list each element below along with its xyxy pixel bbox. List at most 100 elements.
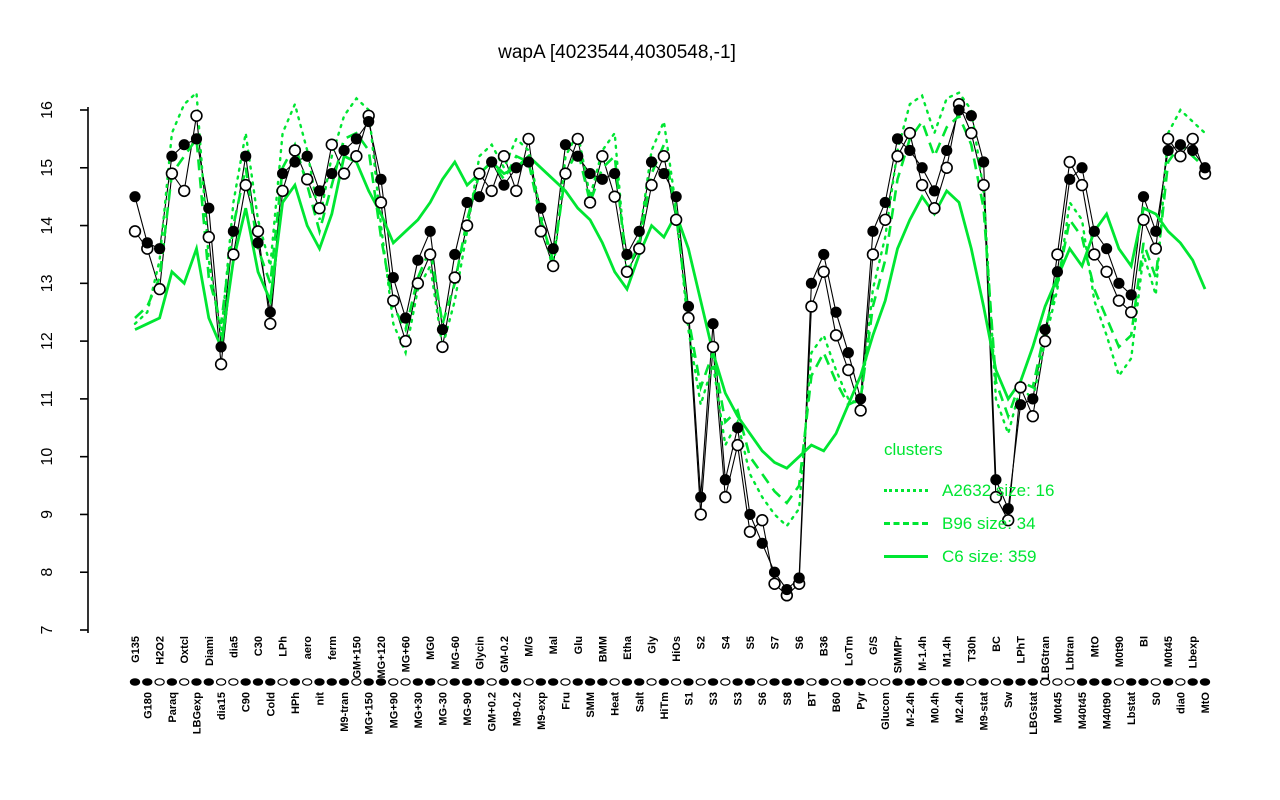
svg-text:MG+30: MG+30: [413, 692, 425, 728]
svg-text:7: 7: [39, 625, 56, 634]
svg-text:Lbexp: Lbexp: [1188, 636, 1200, 669]
svg-text:M9-tran: M9-tran: [339, 692, 351, 732]
svg-text:Pyr: Pyr: [856, 691, 868, 709]
dashed-line-swatch: [884, 522, 928, 525]
svg-text:G135: G135: [130, 636, 142, 663]
svg-text:M0t45: M0t45: [1052, 692, 1064, 723]
svg-text:12: 12: [39, 332, 56, 350]
legend-item-label: C6 size: 359: [942, 546, 1037, 566]
svg-text:T30h: T30h: [966, 636, 978, 662]
svg-text:MG0: MG0: [425, 636, 437, 660]
svg-text:S1: S1: [683, 692, 695, 705]
svg-text:8: 8: [39, 568, 56, 577]
svg-text:dia0: dia0: [1175, 692, 1187, 714]
svg-text:HiOs: HiOs: [671, 636, 683, 662]
svg-text:Mal: Mal: [548, 636, 560, 654]
svg-text:M0t45: M0t45: [1163, 636, 1175, 667]
svg-text:Oxtcl: Oxtcl: [179, 636, 191, 664]
svg-text:M40t90: M40t90: [1102, 692, 1114, 729]
svg-text:Paraq: Paraq: [167, 692, 179, 723]
svg-text:C90: C90: [241, 692, 253, 712]
svg-text:MG+150: MG+150: [364, 692, 376, 735]
svg-text:S3: S3: [708, 692, 720, 705]
svg-text:M0.4h: M0.4h: [929, 692, 941, 723]
svg-text:M0t90: M0t90: [1114, 636, 1126, 667]
legend-title: clusters: [884, 440, 943, 459]
svg-text:S2: S2: [696, 636, 708, 649]
legend-item-c6: C6 size: 359: [884, 540, 1054, 573]
svg-text:HiTm: HiTm: [659, 692, 671, 720]
svg-text:S3: S3: [733, 692, 745, 705]
svg-text:M1.4h: M1.4h: [942, 636, 954, 667]
svg-text:MG+60: MG+60: [401, 636, 413, 672]
svg-text:S6: S6: [794, 636, 806, 649]
svg-text:ferm: ferm: [327, 636, 339, 660]
svg-text:BC: BC: [991, 636, 1003, 652]
svg-text:15: 15: [39, 159, 56, 177]
svg-text:dia5: dia5: [228, 636, 240, 658]
svg-text:S0: S0: [1151, 692, 1163, 705]
legend-item-label: A2632 size: 16: [942, 480, 1055, 500]
svg-text:SMMPr: SMMPr: [893, 635, 905, 673]
svg-text:H2O2: H2O2: [155, 636, 167, 665]
svg-text:M-1.4h: M-1.4h: [917, 636, 929, 671]
svg-text:MG+120: MG+120: [376, 636, 388, 679]
svg-text:GM+150: GM+150: [351, 636, 363, 679]
svg-text:C30: C30: [253, 636, 265, 656]
legend-item-label: B96 size: 34: [942, 513, 1036, 533]
svg-text:Lbstat: Lbstat: [1126, 692, 1138, 725]
solid-line-swatch: [884, 555, 928, 558]
svg-text:M9-stat: M9-stat: [979, 692, 991, 731]
svg-text:BI: BI: [1139, 636, 1151, 647]
svg-text:M2.4h: M2.4h: [954, 692, 966, 723]
svg-text:Glycin: Glycin: [474, 636, 486, 670]
svg-text:GM-0.2: GM-0.2: [499, 636, 511, 673]
svg-text:MtO: MtO: [1200, 692, 1212, 714]
svg-text:11: 11: [39, 390, 56, 407]
svg-text:B60: B60: [831, 692, 843, 712]
svg-text:Cold: Cold: [265, 692, 277, 716]
svg-text:13: 13: [39, 274, 56, 292]
svg-text:Heat: Heat: [610, 692, 622, 716]
svg-text:MG-30: MG-30: [437, 692, 449, 726]
svg-text:S4: S4: [720, 635, 732, 649]
svg-text:G180: G180: [142, 692, 154, 719]
svg-text:M/G: M/G: [524, 636, 536, 657]
svg-text:LPh: LPh: [278, 636, 290, 657]
svg-text:MtO: MtO: [1089, 636, 1101, 658]
svg-text:B36: B36: [819, 636, 831, 656]
svg-text:LBGtran: LBGtran: [1040, 636, 1052, 680]
svg-text:S5: S5: [745, 636, 757, 649]
svg-text:nit: nit: [314, 692, 326, 706]
svg-text:LBGexp: LBGexp: [191, 692, 203, 734]
svg-text:M40t45: M40t45: [1077, 692, 1089, 729]
svg-text:MG-60: MG-60: [450, 636, 462, 670]
svg-text:Fru: Fru: [560, 692, 572, 710]
svg-text:S8: S8: [782, 692, 794, 705]
svg-text:MG-90: MG-90: [462, 692, 474, 726]
svg-text:16: 16: [39, 101, 56, 119]
chart-title: wapA [4023544,4030548,-1]: [498, 42, 736, 63]
svg-text:LBGstat: LBGstat: [1028, 692, 1040, 735]
svg-text:14: 14: [39, 217, 56, 235]
svg-text:M-2.4h: M-2.4h: [905, 692, 917, 727]
svg-text:BMM: BMM: [597, 636, 609, 662]
svg-text:10: 10: [39, 448, 56, 466]
svg-text:dia15: dia15: [216, 692, 228, 720]
svg-text:LPhT: LPhT: [1016, 636, 1028, 664]
legend-item-a2632: A2632 size: 16: [884, 474, 1054, 507]
svg-text:BT: BT: [806, 692, 818, 707]
svg-text:SMM: SMM: [585, 692, 597, 718]
svg-text:M9-exp: M9-exp: [536, 692, 548, 730]
svg-text:Lbtran: Lbtran: [1065, 636, 1077, 671]
svg-text:Etha: Etha: [622, 635, 634, 660]
svg-text:Diami: Diami: [204, 636, 216, 666]
svg-text:Sw: Sw: [1003, 692, 1015, 708]
svg-text:S7: S7: [770, 636, 782, 649]
svg-text:M9-0.2: M9-0.2: [511, 692, 523, 726]
svg-text:Salt: Salt: [634, 692, 646, 713]
svg-text:Glucon: Glucon: [880, 692, 892, 730]
dotted-line-swatch: [884, 489, 928, 492]
